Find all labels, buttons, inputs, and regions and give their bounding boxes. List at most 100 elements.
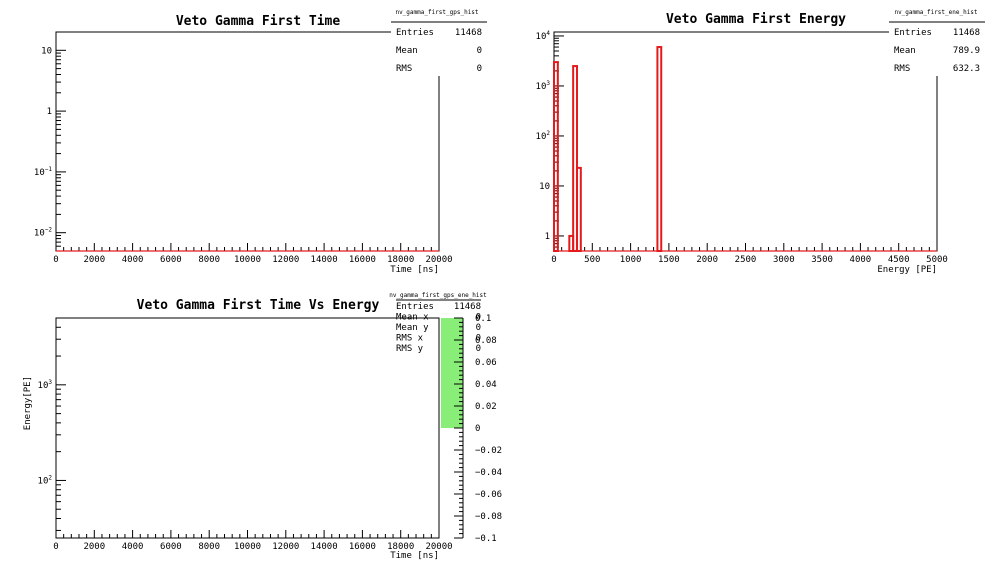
stat-label: RMS	[894, 64, 910, 74]
stats-histogram-name: nv_gamma_first_gps_hist	[395, 9, 478, 16]
stat-label: Mean	[894, 46, 916, 56]
x-tick-label: 1000	[620, 255, 642, 265]
y-axis-label: Energy[PE]	[23, 376, 33, 430]
x-axis-ticks: 0 500 1000 1500 2000 2500 3000 3500 4000 4500 5000	[551, 243, 948, 265]
x-tick-label: 4000	[850, 255, 872, 265]
stat-value: 0	[477, 46, 482, 56]
stat-value: 11468	[953, 28, 980, 38]
stats-histogram-name: nv_gamma_first_gps_ene_hist	[389, 292, 487, 299]
histogram-bar	[575, 166, 582, 252]
palette-tick-label: 0	[475, 424, 480, 434]
palette-tick-label: −0.1	[475, 534, 497, 544]
x-tick-label: 3500	[811, 255, 833, 265]
panel-time-vs-energy: 0 2000 4000 6000 8000 10000 12000 14000 16000 180…	[23, 292, 502, 561]
x-axis-label: Time [ns]	[390, 551, 439, 561]
palette-tick-label: −0.06	[475, 490, 502, 500]
x-axis-ticks: 0 2000 4000 6000 8000 10000 12000 14000 16000 180…	[53, 243, 453, 265]
x-tick-label: 14000	[311, 542, 338, 552]
x-tick-label: 12000	[272, 542, 299, 552]
stat-value: 789.9	[953, 46, 980, 56]
stat-label: Entries	[396, 302, 434, 312]
tick-label: 103	[38, 379, 53, 391]
x-tick-label: 18000	[387, 255, 414, 265]
tick-label: 1	[545, 232, 550, 242]
x-tick-label: 10000	[234, 542, 261, 552]
x-tick-label: 8000	[198, 542, 220, 552]
color-palette: 0.1 0.08 0.06 0.04 0.02 0 −0.02 −0.04 −0.06 −0.08…	[441, 314, 502, 544]
stat-value: 11468	[454, 302, 481, 312]
palette-tick-label: −0.08	[475, 512, 502, 522]
tick-label-exponent: 2	[48, 474, 52, 481]
tick-label-base: 10	[34, 229, 45, 239]
histogram-bars	[553, 46, 663, 252]
x-tick-label: 5000	[926, 255, 948, 265]
panel-first-energy: Veto Gamma First Energy 0 500 1000 1500 2000…	[536, 6, 985, 275]
x-tick-label: 4500	[888, 255, 910, 265]
palette-ticks: 0.1 0.08 0.06 0.04 0.02 0 −0.02 −0.04 −0.06 −0.08…	[454, 314, 502, 544]
x-tick-label: 20000	[425, 542, 452, 552]
tick-label: 10−2	[34, 227, 52, 239]
palette-tick-label: 0.08	[475, 336, 497, 346]
x-axis-ticks: 0 2000 4000 6000 8000 10000 12000 14000 16000 180…	[53, 530, 453, 552]
tick-label-base: 1	[47, 107, 52, 117]
tick-label: 104	[536, 30, 551, 42]
plot-frame	[55, 317, 440, 539]
tick-label-exponent: 3	[546, 80, 550, 87]
x-tick-label: 0	[53, 542, 58, 552]
chart-title: Veto Gamma First Energy	[666, 12, 846, 27]
plot-frame	[553, 31, 938, 252]
tick-label: 10−1	[34, 166, 52, 178]
x-tick-label: 20000	[425, 255, 452, 265]
x-tick-label: 6000	[160, 255, 182, 265]
stat-label: Entries	[894, 28, 932, 38]
x-tick-label: 0	[53, 255, 58, 265]
x-tick-label: 2500	[735, 255, 757, 265]
x-tick-label: 14000	[311, 255, 338, 265]
x-tick-label: 2000	[83, 542, 105, 552]
tick-label-base: 1	[545, 232, 550, 242]
tick-label-base: 10	[38, 381, 49, 391]
x-tick-label: 1500	[658, 255, 680, 265]
tick-label-base: 10	[41, 46, 52, 56]
palette-tick-label: −0.02	[475, 446, 502, 456]
stat-label: RMS x	[396, 334, 424, 344]
tick-label-exponent: 4	[546, 30, 550, 37]
stat-label: RMS	[396, 64, 412, 74]
tick-label: 10	[539, 182, 550, 192]
tick-label-exponent: 2	[546, 130, 550, 137]
x-tick-label: 2000	[83, 255, 105, 265]
stat-value: 632.3	[953, 64, 980, 74]
tick-label: 1	[47, 107, 52, 117]
x-tick-label: 2000	[696, 255, 718, 265]
plot-frame	[55, 31, 440, 252]
histogram-bar	[656, 46, 663, 252]
tick-label: 10	[41, 46, 52, 56]
panel-first-time: Veto Gamma First Time 0 2000 4000 6000 8000 1…	[34, 6, 487, 275]
stat-value: 0	[476, 313, 481, 323]
stat-value: 11468	[455, 28, 482, 38]
tick-label-base: 10	[536, 32, 547, 42]
palette-tick-label: −0.04	[475, 468, 502, 478]
x-tick-label: 3000	[773, 255, 795, 265]
x-axis-label: Energy [PE]	[877, 265, 937, 275]
stats-box: nv_gamma_first_gps_ene_hist Entries 11468…	[389, 292, 487, 354]
stat-label: Mean y	[396, 323, 429, 333]
tick-label-base: 10	[539, 182, 550, 192]
stats-background	[889, 6, 985, 76]
stat-value: 0	[476, 323, 481, 333]
tick-label-exponent: −1	[45, 166, 53, 173]
x-tick-label: 16000	[349, 542, 376, 552]
x-tick-label: 4000	[122, 542, 144, 552]
stat-value: 0	[477, 64, 482, 74]
tick-label-base: 10	[38, 476, 49, 486]
stat-label: RMS y	[396, 344, 424, 354]
stats-histogram-name: nv_gamma_first_ene_hist	[894, 9, 977, 16]
chart-title: Veto Gamma First Time	[176, 14, 341, 29]
x-tick-label: 4000	[122, 255, 144, 265]
x-tick-label: 8000	[198, 255, 220, 265]
x-tick-label: 10000	[234, 255, 261, 265]
tick-label-base: 10	[34, 168, 45, 178]
